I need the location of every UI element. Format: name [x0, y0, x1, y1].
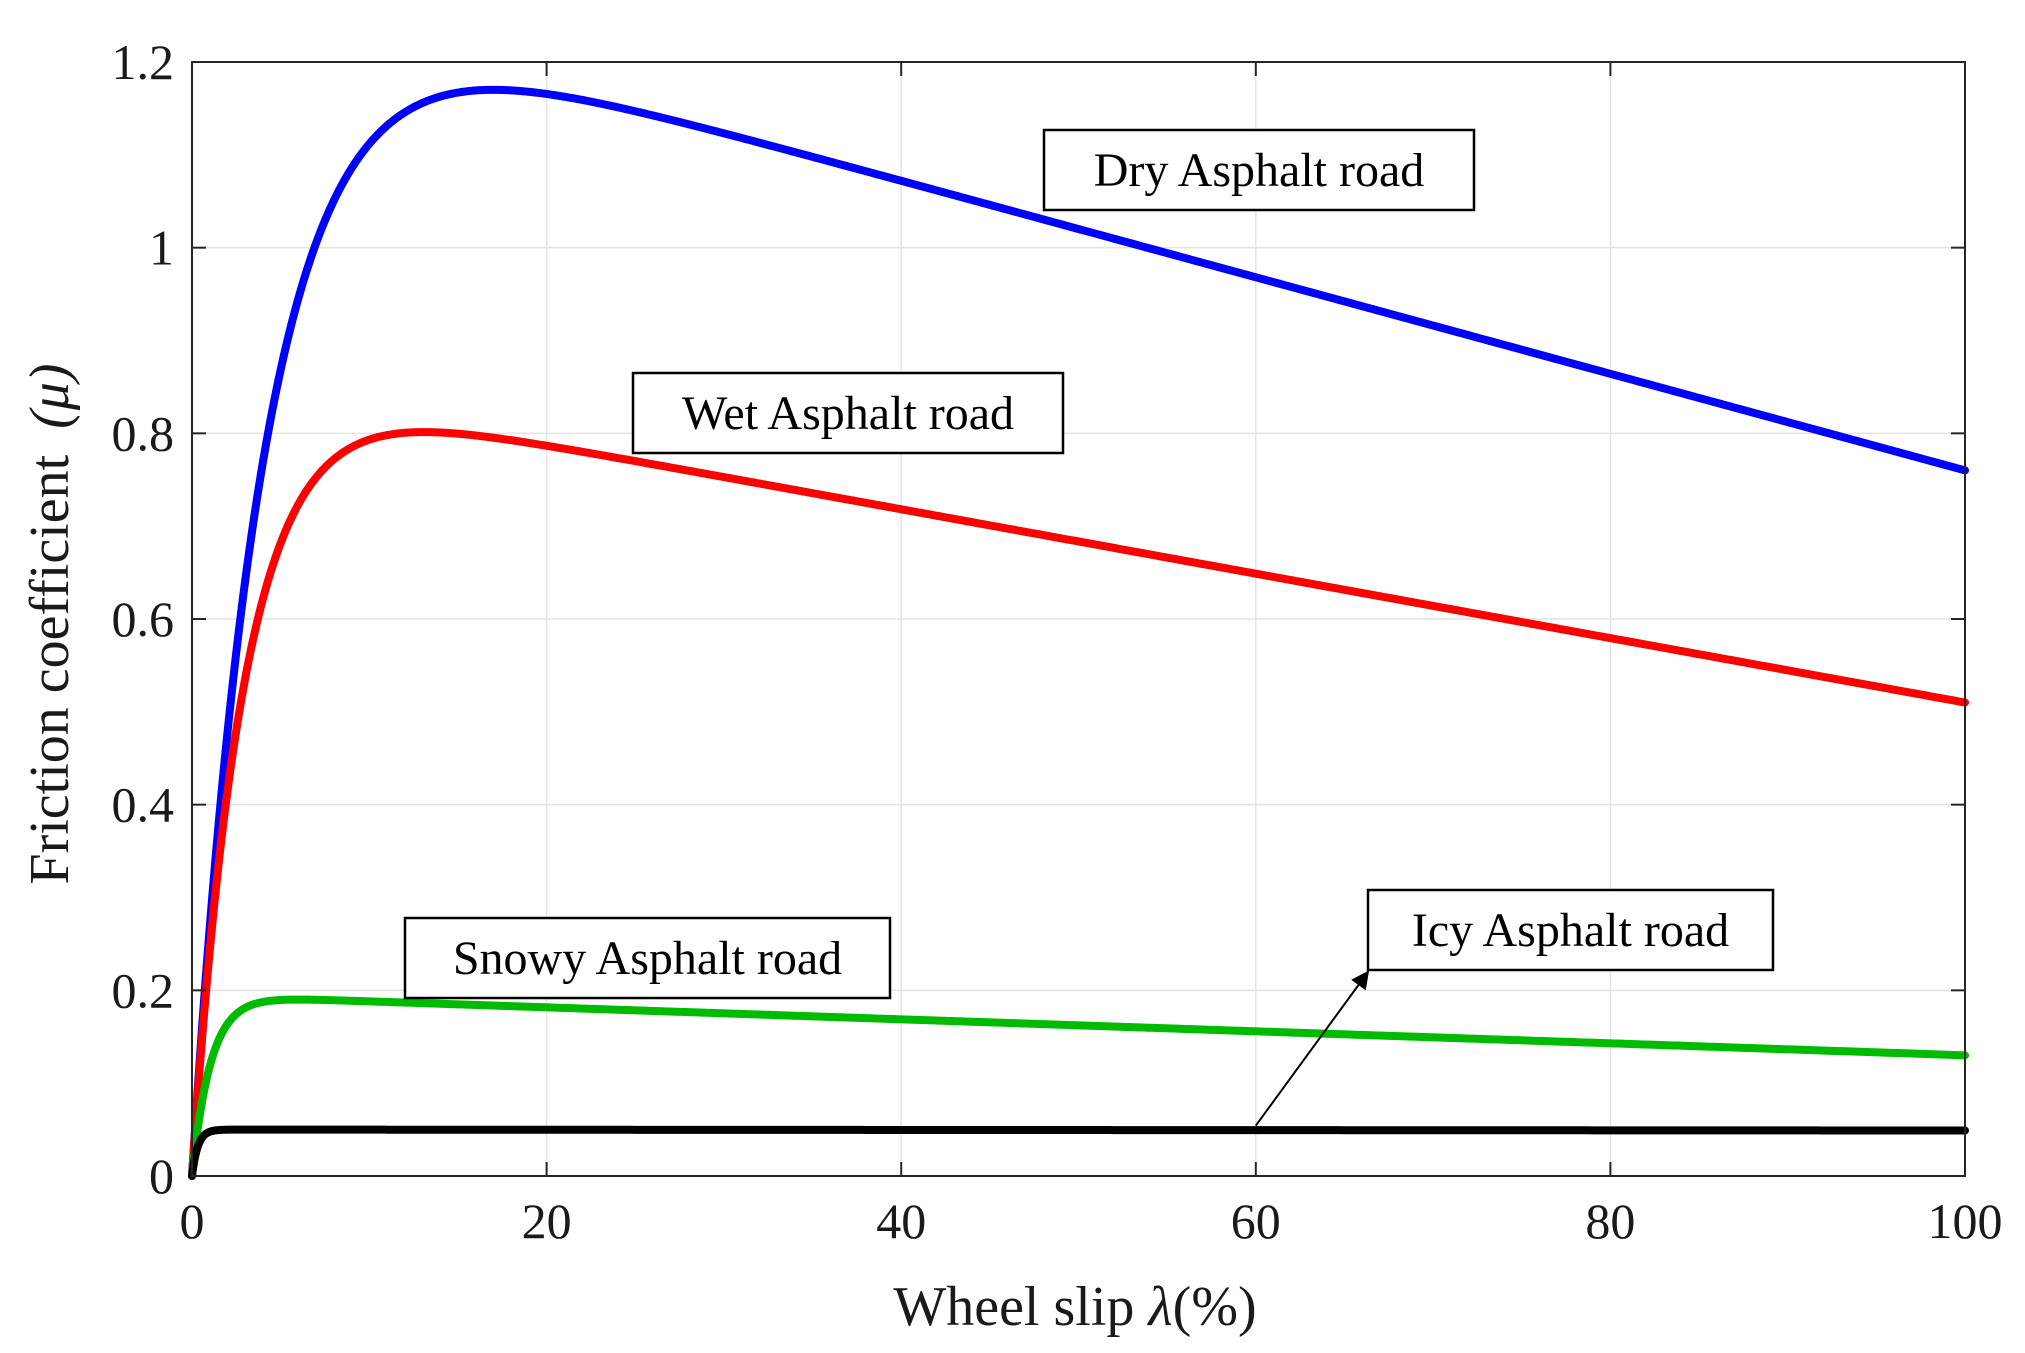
- annotation-box: [1042, 128, 1476, 212]
- series-line-dry-asphalt-road: [188, 85, 1969, 1180]
- y-tick-label-0: 0: [149, 1148, 174, 1204]
- annotation-label: Icy Asphalt road: [1412, 904, 1729, 957]
- x-axis-title-text: Wheel slip: [893, 1276, 1134, 1338]
- x-tick-label-2: 40: [876, 1193, 926, 1249]
- annotation-arrow: [1254, 970, 1370, 1127]
- x-tick-label-0: 0: [180, 1193, 205, 1249]
- tick-labels: 0 20 40 60 80 100 0 0.2 0.4 0.6 0.8 1 1.2: [112, 34, 2003, 1249]
- y-tick-label-1: 0.2: [112, 962, 175, 1018]
- annotation-wet-asphalt-road: Wet Asphalt road: [631, 371, 1065, 455]
- axis-titles: Wheel slip λ(%) Friction coefficient (μ): [19, 363, 1257, 1338]
- x-axis-title: Wheel slip λ(%): [893, 1276, 1256, 1338]
- annotation-icy-asphalt-road: Icy Asphalt road: [1254, 888, 1775, 1127]
- axes: [191, 61, 1966, 1177]
- y-tick-label-4: 0.8: [112, 405, 175, 461]
- y-tick-label-6: 1.2: [112, 34, 175, 90]
- annotation-label: Snowy Asphalt road: [453, 932, 842, 985]
- x-axis-title-unit: (%): [1173, 1276, 1257, 1338]
- y-axis-title: Friction coefficient (μ): [19, 363, 81, 884]
- y-axis-title-text: Friction coefficient: [19, 454, 81, 884]
- x-tick-label-3: 60: [1231, 1193, 1281, 1249]
- annotation-label: Wet Asphalt road: [682, 387, 1014, 440]
- annotation-snowy-asphalt-road: Snowy Asphalt road: [403, 916, 892, 1000]
- annotation-box: [403, 916, 892, 1000]
- y-tick-label-2: 0.4: [112, 777, 175, 833]
- y-tick-label-3: 0.6: [112, 591, 175, 647]
- series-line-snowy-asphalt-road: [188, 995, 1969, 1180]
- annotation-label: Dry Asphalt road: [1094, 144, 1425, 197]
- series-line-wet-asphalt-road: [188, 428, 1969, 1180]
- series-line-icy-asphalt-road: [188, 1125, 1969, 1180]
- x-tick-label-5: 100: [1928, 1193, 2003, 1249]
- y-tick-label-5: 1: [149, 220, 174, 276]
- annotation-dry-asphalt-road: Dry Asphalt road: [1042, 128, 1476, 212]
- x-axis-title-symbol: λ: [1146, 1276, 1172, 1338]
- annotations: Dry Asphalt road Wet Asphalt road Snowy As…: [403, 128, 1775, 1127]
- x-tick-label-1: 20: [522, 1193, 572, 1249]
- annotation-box: [631, 371, 1065, 455]
- series-lines: [188, 85, 1969, 1180]
- x-tick-label-4: 80: [1585, 1193, 1635, 1249]
- y-axis-title-symbol: (μ): [19, 363, 81, 428]
- annotation-box: [1366, 888, 1775, 972]
